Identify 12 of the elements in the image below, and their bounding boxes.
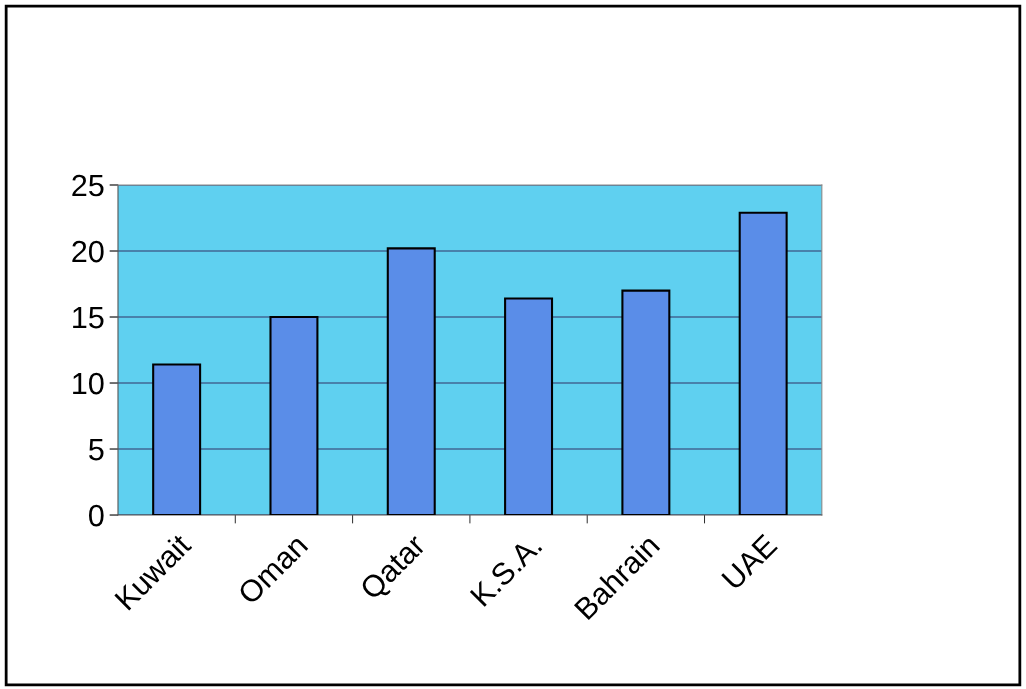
bar	[738, 211, 788, 516]
y-tick-label: 15	[73, 307, 104, 329]
bar	[504, 297, 554, 516]
bar	[621, 289, 671, 516]
y-tick-label: 25	[72, 174, 104, 197]
bar	[269, 315, 319, 516]
y-tick-label: 5	[89, 439, 104, 461]
bar	[152, 363, 202, 516]
bar	[386, 247, 436, 516]
y-tick-label: 20	[72, 240, 104, 263]
y-tick-label: 10	[73, 372, 104, 395]
y-tick-label: 0	[89, 504, 104, 527]
